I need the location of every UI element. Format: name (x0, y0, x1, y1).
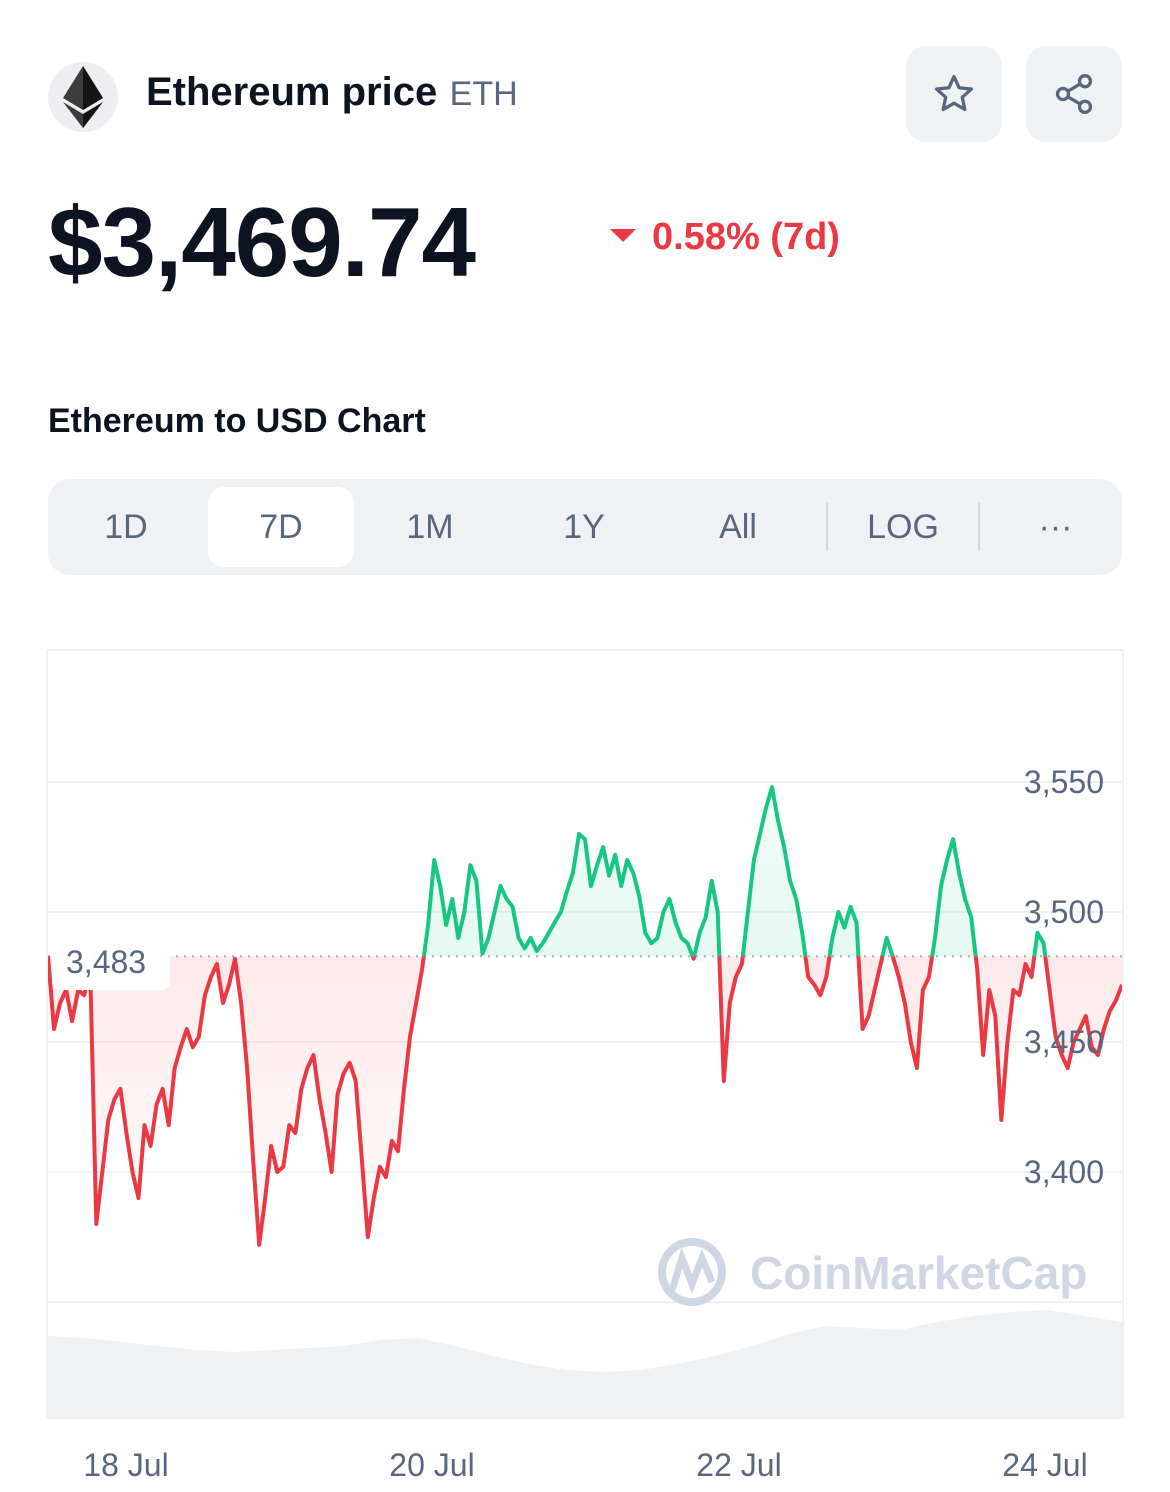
share-icon (1055, 74, 1093, 114)
price-change-text: 0.58% (7d) (652, 216, 840, 258)
coinmarketcap-logo-icon (658, 1238, 726, 1306)
more-options-button[interactable]: ··· (1038, 507, 1073, 546)
range-divider (826, 503, 828, 551)
y-tick-label: 3,500 (1024, 894, 1104, 930)
chart-section-title: Ethereum to USD Chart (48, 402, 426, 440)
current-price: $3,469.74 (48, 187, 476, 297)
time-range-selector: 1D 7D 1M 1Y All LOG ··· (48, 479, 1122, 575)
x-tick-label: 18 Jul (83, 1447, 168, 1483)
price-line-up (48, 785, 1048, 957)
reference-price-label: 3,483 (66, 944, 147, 980)
range-1d-tab[interactable]: 1D (104, 507, 148, 546)
range-7d-tab[interactable]: 7D (208, 487, 354, 567)
chart-frame (46, 649, 1124, 1419)
ethereum-logo-icon (48, 62, 118, 132)
range-all-tab[interactable]: All (719, 507, 757, 546)
x-tick-label: 20 Jul (389, 1447, 474, 1483)
caret-down-icon (610, 229, 636, 243)
coin-symbol: ETH (449, 75, 518, 113)
share-button[interactable] (1026, 46, 1122, 142)
coin-name: Ethereum price (146, 70, 438, 114)
range-1m-tab[interactable]: 1M (406, 507, 454, 546)
log-scale-toggle[interactable]: LOG (867, 507, 939, 546)
y-tick-label: 3,550 (1024, 764, 1104, 800)
favorite-button[interactable] (906, 46, 1002, 142)
area-above-reference (48, 787, 1122, 957)
x-tick-label: 24 Jul (1002, 1447, 1087, 1483)
price-line-down (48, 956, 1122, 1247)
watermark-text: CoinMarketCap (750, 1247, 1087, 1299)
y-tick-label: 3,450 (1024, 1024, 1104, 1060)
star-icon (934, 74, 974, 112)
x-tick-label: 22 Jul (696, 1447, 781, 1483)
reference-label-background (52, 938, 170, 990)
range-divider (978, 503, 980, 551)
price-row: $3,469.74 0.58% (7d) (48, 186, 1122, 297)
coin-title: Ethereum price ETH (146, 70, 518, 115)
area-below-reference (48, 956, 1122, 1245)
y-tick-label: 3,400 (1024, 1154, 1104, 1190)
volume-area (48, 1310, 1122, 1418)
price-change-7d: 0.58% (7d) (610, 216, 840, 259)
coin-header: Ethereum price ETH (48, 46, 1122, 146)
range-1y-tab[interactable]: 1Y (563, 507, 605, 546)
